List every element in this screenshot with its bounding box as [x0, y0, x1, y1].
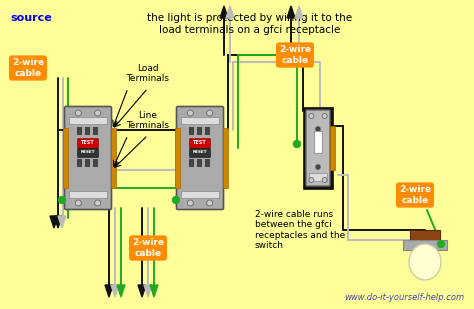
- FancyBboxPatch shape: [78, 139, 98, 148]
- Text: Load
Terminals: Load Terminals: [127, 64, 170, 83]
- Circle shape: [75, 110, 82, 116]
- Polygon shape: [58, 216, 66, 228]
- Circle shape: [207, 110, 213, 116]
- Text: 2-wire
cable: 2-wire cable: [12, 58, 44, 78]
- Bar: [93, 159, 98, 167]
- Bar: [197, 159, 202, 167]
- Text: 2-wire
cable: 2-wire cable: [132, 238, 164, 258]
- Bar: [205, 159, 210, 167]
- Polygon shape: [295, 6, 303, 18]
- Bar: [189, 127, 194, 135]
- Bar: [175, 128, 180, 188]
- Polygon shape: [138, 285, 146, 297]
- Circle shape: [75, 200, 82, 206]
- Bar: [85, 127, 90, 135]
- Text: www.do-it-yourself-help.com: www.do-it-yourself-help.com: [344, 293, 464, 302]
- Polygon shape: [105, 285, 113, 297]
- Polygon shape: [150, 285, 158, 297]
- Circle shape: [207, 200, 213, 206]
- Text: TEST: TEST: [193, 139, 207, 145]
- Polygon shape: [50, 216, 58, 228]
- Ellipse shape: [409, 244, 441, 280]
- Bar: [309, 173, 327, 181]
- Text: RESET: RESET: [81, 150, 95, 154]
- Bar: [223, 128, 228, 188]
- Bar: [189, 159, 194, 167]
- Bar: [403, 240, 447, 250]
- Circle shape: [95, 200, 100, 206]
- Bar: [85, 159, 90, 167]
- Polygon shape: [220, 6, 228, 18]
- Circle shape: [309, 113, 314, 118]
- Circle shape: [95, 110, 100, 116]
- Bar: [77, 159, 82, 167]
- FancyBboxPatch shape: [190, 149, 210, 157]
- Circle shape: [187, 110, 193, 116]
- Bar: [303, 107, 333, 189]
- FancyBboxPatch shape: [64, 107, 111, 210]
- Text: 2-wire
cable: 2-wire cable: [279, 45, 311, 65]
- FancyBboxPatch shape: [176, 107, 224, 210]
- Polygon shape: [144, 285, 152, 297]
- Text: TEST: TEST: [81, 139, 95, 145]
- Bar: [63, 128, 68, 188]
- Bar: [197, 127, 202, 135]
- Bar: [314, 131, 322, 153]
- Circle shape: [316, 127, 320, 131]
- Bar: [69, 191, 107, 198]
- Bar: [410, 230, 440, 240]
- Circle shape: [316, 165, 320, 169]
- Bar: [77, 127, 82, 135]
- Bar: [205, 127, 210, 135]
- Circle shape: [293, 141, 301, 147]
- Circle shape: [322, 177, 327, 183]
- Text: 2-wire cable runs
between the gfci
receptacles and the
switch: 2-wire cable runs between the gfci recep…: [255, 210, 345, 250]
- Circle shape: [187, 200, 193, 206]
- Bar: [181, 191, 219, 198]
- Bar: [69, 117, 107, 124]
- Bar: [330, 126, 335, 170]
- Polygon shape: [226, 6, 234, 18]
- FancyBboxPatch shape: [306, 110, 330, 186]
- Bar: [111, 128, 116, 188]
- Text: 2-wire
cable: 2-wire cable: [399, 185, 431, 205]
- Polygon shape: [117, 285, 125, 297]
- Polygon shape: [111, 285, 119, 297]
- Bar: [181, 117, 219, 124]
- Polygon shape: [287, 6, 295, 18]
- Circle shape: [58, 197, 65, 204]
- Text: source: source: [10, 13, 52, 23]
- Text: RESET: RESET: [193, 150, 207, 154]
- Text: Line
Terminals: Line Terminals: [127, 111, 170, 130]
- Circle shape: [173, 197, 180, 204]
- Text: the light is protected by wiring it to the
load terminals on a gfci receptacle: the light is protected by wiring it to t…: [147, 13, 353, 35]
- Circle shape: [322, 113, 327, 118]
- Circle shape: [309, 177, 314, 183]
- FancyBboxPatch shape: [78, 149, 98, 157]
- FancyBboxPatch shape: [190, 139, 210, 148]
- Circle shape: [438, 240, 445, 248]
- Polygon shape: [54, 216, 62, 228]
- Bar: [93, 127, 98, 135]
